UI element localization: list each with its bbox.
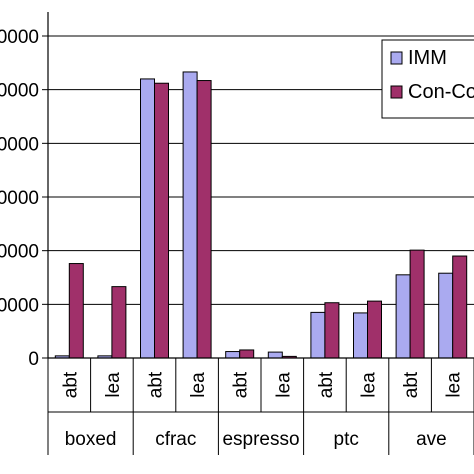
y-tick-label: 0000: [0, 134, 39, 155]
subcategory-label: abt: [60, 371, 81, 398]
y-tick-label: 0000: [0, 188, 39, 209]
bar-con-co: [367, 300, 382, 359]
bar-con-co: [239, 349, 255, 359]
subcategory-label: abt: [231, 371, 252, 398]
y-tick-label: 0000: [0, 81, 39, 102]
group-label: espresso: [222, 429, 299, 450]
subcategory-label: lea: [188, 372, 209, 398]
subcategory-label: lea: [103, 372, 124, 398]
legend-swatch: [390, 51, 403, 65]
group-label: boxed: [65, 429, 117, 450]
subcategory-label: abt: [316, 371, 337, 398]
bar-imm: [353, 312, 368, 359]
bars: [54, 71, 468, 359]
subcategory-label: lea: [444, 372, 465, 398]
group-label: ave: [416, 429, 447, 450]
bar-con-co: [196, 80, 212, 359]
bar-con-co: [111, 286, 127, 359]
bar-con-co: [68, 263, 84, 359]
bar-con-co: [154, 82, 169, 359]
subcategory-label: lea: [273, 372, 294, 398]
group-label: ptc: [334, 429, 359, 450]
y-tick-label: 0: [28, 349, 39, 370]
bar-imm: [310, 311, 326, 359]
y-tick-label: 0000: [0, 27, 39, 48]
group-label: cfrac: [155, 429, 196, 450]
axes: [42, 12, 474, 455]
bar-imm: [395, 274, 411, 359]
bar-imm: [438, 272, 454, 359]
y-tick-label: 0000: [0, 242, 39, 263]
subcategory-label: abt: [146, 371, 167, 398]
bar-con-co: [324, 302, 340, 359]
legend-swatch: [390, 85, 403, 99]
subcategory-label: abt: [401, 371, 422, 398]
bar-con-co: [452, 255, 468, 359]
bar-imm: [225, 351, 241, 359]
bar-imm: [140, 78, 155, 359]
legend-label: IMM: [408, 47, 447, 69]
legend-label: Con-Co: [408, 81, 474, 103]
bar-imm: [182, 71, 198, 359]
y-tick-label: 0000: [0, 295, 39, 316]
bar-imm: [267, 351, 283, 359]
subcategory-label: lea: [359, 372, 380, 398]
legend: IMM Con-Co: [381, 39, 474, 119]
bar-con-co: [409, 249, 425, 359]
